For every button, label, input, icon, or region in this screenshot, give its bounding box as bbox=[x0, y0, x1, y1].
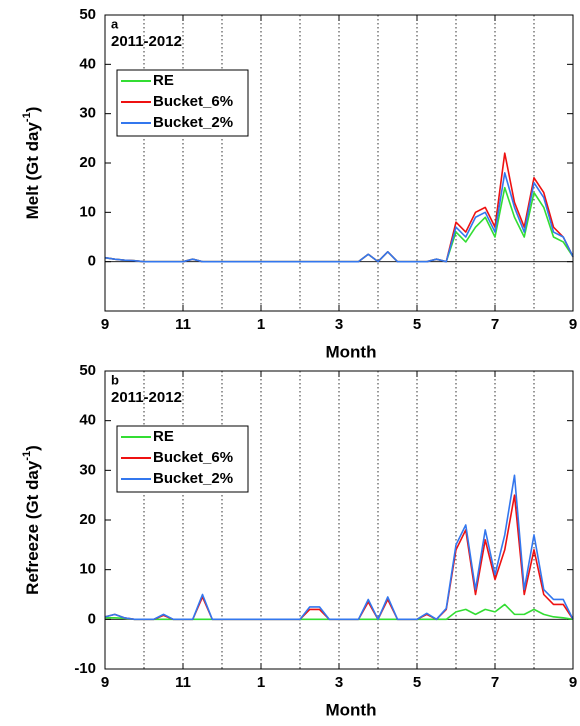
y-axis-label-text: Refreeze (Gt day bbox=[23, 460, 42, 595]
y-tick-label: 0 bbox=[88, 610, 96, 627]
y-tick-label: 20 bbox=[79, 511, 96, 528]
x-tick-label: 9 bbox=[569, 316, 577, 333]
legend-label: RE bbox=[153, 72, 174, 89]
y-tick-label: 50 bbox=[79, 6, 96, 23]
x-tick-label: 11 bbox=[175, 316, 191, 333]
annotation: 2011-2012 bbox=[111, 33, 182, 50]
x-axis-label: Month bbox=[326, 700, 377, 719]
y-axis-label: Melt (Gt day-1) bbox=[21, 107, 43, 220]
y-axis-label-end: ) bbox=[23, 107, 42, 113]
legend-label: Bucket_6% bbox=[153, 93, 233, 110]
x-tick-label: 7 bbox=[491, 674, 499, 691]
legend-label: Bucket_6% bbox=[153, 449, 233, 466]
x-tick-label: 9 bbox=[569, 674, 577, 691]
x-tick-label: 3 bbox=[335, 316, 343, 333]
y-tick-label: 10 bbox=[79, 561, 96, 578]
panel-label: a bbox=[111, 16, 119, 31]
series-line bbox=[104, 172, 574, 263]
y-axis-label-exponent: -1 bbox=[21, 112, 33, 122]
y-tick-label: 20 bbox=[79, 154, 96, 171]
y-tick-label: 30 bbox=[79, 105, 96, 122]
y-axis-label-exponent: -1 bbox=[21, 451, 33, 461]
y-tick-label: 50 bbox=[79, 362, 96, 379]
series-line bbox=[104, 186, 574, 263]
legend-label: RE bbox=[153, 428, 174, 445]
legend-label: Bucket_2% bbox=[153, 470, 233, 487]
series-line bbox=[104, 474, 574, 621]
x-tick-label: 9 bbox=[101, 316, 109, 333]
x-tick-label: 7 bbox=[491, 316, 499, 333]
plot-frame bbox=[104, 370, 574, 670]
x-tick-label: 5 bbox=[413, 316, 421, 333]
x-tick-label: 9 bbox=[101, 674, 109, 691]
legend-label: Bucket_2% bbox=[153, 114, 233, 131]
x-tick-label: 1 bbox=[257, 674, 265, 691]
y-axis-label: Refreeze (Gt day-1) bbox=[21, 445, 43, 595]
x-tick-label: 3 bbox=[335, 674, 343, 691]
x-axis-label: Month bbox=[326, 342, 377, 361]
y-tick-label: 40 bbox=[79, 55, 96, 72]
y-tick-label: 30 bbox=[79, 461, 96, 478]
y-tick-label: 0 bbox=[88, 253, 96, 270]
x-tick-label: 1 bbox=[257, 316, 265, 333]
y-tick-label: -10 bbox=[74, 660, 96, 677]
x-tick-label: 5 bbox=[413, 674, 421, 691]
panel-label: b bbox=[111, 372, 119, 387]
y-axis-label-text: Melt (Gt day bbox=[23, 122, 42, 220]
annotation: 2011-2012 bbox=[111, 389, 182, 406]
y-axis-label-end: ) bbox=[23, 445, 42, 451]
x-tick-label: 11 bbox=[175, 674, 191, 691]
y-tick-label: 10 bbox=[79, 203, 96, 220]
plot-frame bbox=[104, 14, 574, 312]
series-line bbox=[104, 494, 574, 621]
y-tick-label: 40 bbox=[79, 412, 96, 429]
